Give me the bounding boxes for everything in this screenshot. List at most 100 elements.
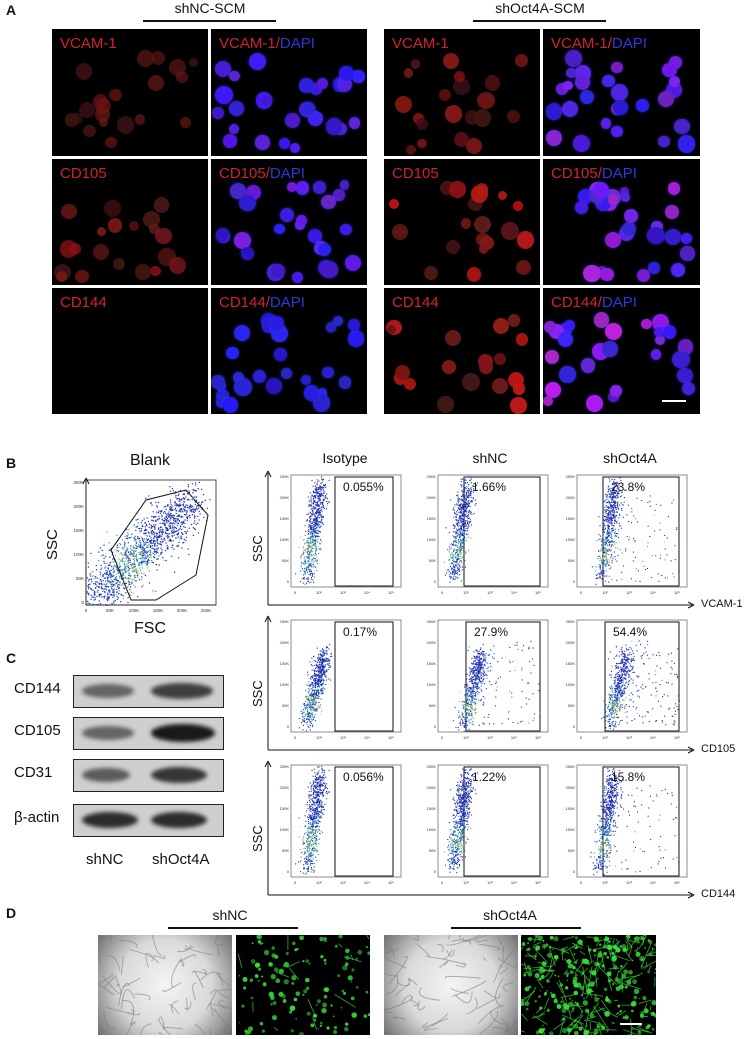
event-dot	[311, 536, 313, 538]
event-dot	[320, 521, 322, 523]
event-dot	[611, 501, 613, 504]
event-dot	[470, 520, 472, 523]
event-dot	[150, 524, 152, 526]
event-dot	[109, 575, 111, 577]
event-dot	[95, 583, 97, 586]
event-dot	[315, 489, 317, 491]
event-dot	[317, 505, 319, 507]
cell	[677, 367, 693, 384]
event-dot	[182, 521, 184, 523]
event-dot	[109, 556, 111, 558]
event-dot	[458, 536, 460, 538]
event-dot	[610, 509, 612, 512]
event-dot	[315, 522, 317, 525]
event-dot	[530, 672, 532, 674]
event-dot	[307, 576, 309, 578]
event-dot	[459, 566, 461, 568]
event-dot	[469, 494, 471, 496]
cell	[600, 118, 612, 129]
event-dot	[151, 525, 153, 527]
event-dot	[189, 506, 191, 508]
event-dot	[462, 513, 464, 516]
event-dot	[469, 517, 471, 519]
cell	[320, 260, 338, 278]
event-dot	[493, 645, 495, 647]
event-dot	[625, 548, 627, 550]
event-dot	[315, 504, 318, 506]
event-dot	[306, 547, 308, 550]
event-dot	[307, 725, 309, 728]
event-dot	[163, 523, 165, 525]
event-dot	[318, 671, 321, 673]
event-dot	[477, 662, 479, 664]
event-dot	[615, 501, 617, 503]
event-dot	[481, 663, 483, 665]
event-dot	[321, 503, 323, 505]
event-dot	[461, 503, 463, 505]
event-dot	[179, 527, 181, 529]
event-dot	[94, 597, 96, 599]
event-dot	[315, 560, 317, 562]
dapi-label: DAPI	[279, 35, 315, 52]
event-dot	[307, 534, 309, 536]
event-dot	[611, 537, 613, 539]
event-dot	[595, 577, 597, 579]
event-dot	[457, 513, 459, 515]
event-dot	[162, 528, 164, 531]
event-dot	[168, 511, 170, 513]
event-dot	[607, 530, 609, 532]
cell	[671, 350, 690, 369]
event-dot	[307, 709, 309, 711]
event-dot	[317, 488, 319, 490]
event-dot	[459, 721, 461, 723]
event-dot	[477, 482, 479, 484]
event-dot	[318, 536, 321, 538]
event-dot	[612, 495, 614, 497]
event-dot	[458, 538, 460, 540]
event-dot	[104, 595, 106, 597]
event-dot	[607, 488, 609, 490]
event-dot	[158, 516, 160, 518]
cell	[474, 216, 492, 234]
event-dot	[110, 584, 112, 586]
event-dot	[483, 660, 485, 662]
event-dot	[323, 485, 325, 487]
event-dot	[308, 705, 310, 707]
event-dot	[460, 539, 462, 541]
event-dot	[179, 509, 181, 511]
event-dot	[168, 514, 170, 516]
event-dot	[512, 721, 514, 724]
event-dot	[166, 514, 168, 516]
event-dot	[457, 520, 460, 522]
event-dot	[108, 574, 110, 576]
event-dot	[143, 573, 145, 575]
event-dot	[113, 571, 115, 574]
event-dot	[312, 693, 314, 695]
event-dot	[87, 600, 89, 602]
event-dot	[95, 575, 97, 578]
event-dot	[475, 649, 477, 651]
event-dot	[317, 675, 319, 677]
event-dot	[467, 491, 469, 493]
event-dot	[144, 532, 146, 535]
event-dot	[481, 650, 483, 653]
event-dot	[475, 682, 477, 684]
cell	[59, 240, 77, 258]
event-dot	[616, 488, 618, 490]
event-dot	[462, 535, 464, 537]
event-dot	[451, 572, 453, 574]
event-dot	[320, 516, 322, 518]
event-dot	[617, 506, 619, 508]
event-dot	[309, 677, 311, 680]
event-dot	[143, 544, 146, 547]
event-dot	[463, 532, 466, 534]
event-dot	[315, 667, 317, 670]
event-dot	[128, 559, 130, 561]
event-dot	[124, 570, 126, 572]
event-dot	[471, 699, 473, 701]
event-dot	[123, 544, 126, 546]
event-dot	[458, 504, 460, 507]
event-dot	[127, 586, 129, 588]
event-dot	[131, 556, 133, 558]
event-dot	[456, 522, 458, 524]
